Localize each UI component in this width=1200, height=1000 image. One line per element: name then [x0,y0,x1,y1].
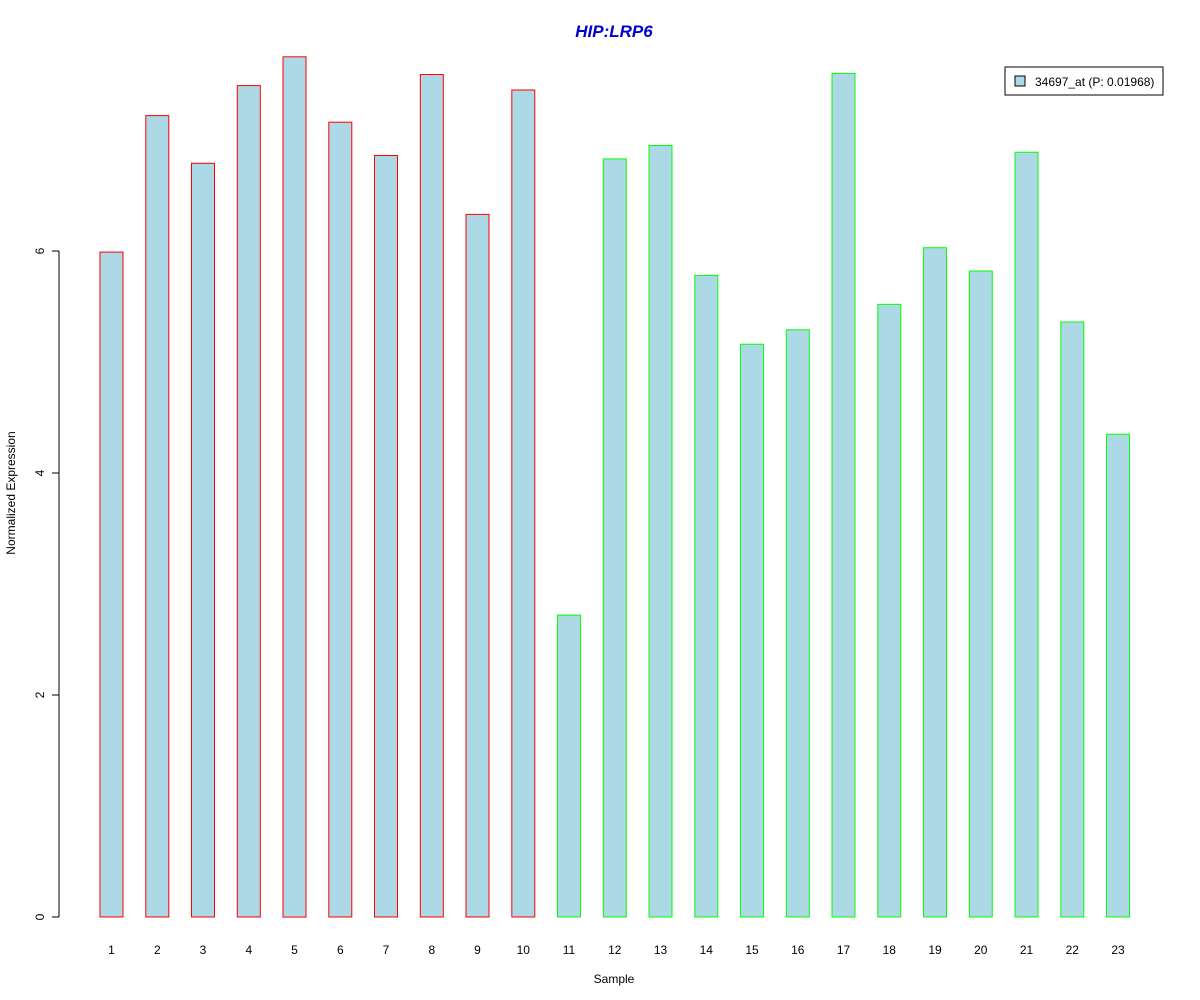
bar-sample-23 [1106,433,1130,918]
bar-sample-2 [145,115,170,918]
x-tick-labels: 1 2 3 4 5 6 7 8 9 10 11 12 13 14 15 16 17 18 19 20 21 22 23 [108,943,1125,957]
x-tick-label: 2 [154,943,161,957]
x-tick-label: 9 [474,943,481,957]
x-tick-label: 14 [700,943,714,957]
x-tick-label: 6 [337,943,344,957]
x-tick-label: 19 [928,943,942,957]
bar-sample-21 [1014,151,1039,918]
bar-sample-16 [785,329,810,918]
bar-sample-1 [99,251,124,918]
bar-sample-18 [877,303,902,918]
bar-sample-14 [694,274,719,918]
bar-sample-13 [648,145,673,918]
x-tick-label: 15 [745,943,759,957]
x-tick-label: 18 [883,943,897,957]
x-tick-label: 23 [1111,943,1125,957]
bars [99,56,1130,918]
legend-box [1004,66,1164,96]
bar-sample-11 [557,614,581,918]
y-ticks: 0 2 4 6 [33,247,59,920]
y-tick-label: 4 [33,469,47,476]
bar-sample-12 [602,158,627,918]
x-tick-label: 7 [383,943,390,957]
bar-sample-22 [1060,321,1085,918]
x-tick-label: 11 [563,943,576,957]
x-tick-label: 21 [1020,943,1034,957]
legend-label: 34697_at (P: 0.01968) [1035,75,1154,89]
bar-sample-15 [740,343,764,918]
x-tick-label: 10 [517,943,531,957]
x-axis-label: Sample [594,972,635,986]
y-tick-label: 6 [33,247,47,254]
bar-sample-10 [511,89,536,918]
legend: 34697_at (P: 0.01968) [1004,66,1164,96]
chart-title: HIP:LRP6 [575,22,653,41]
x-tick-label: 8 [428,943,435,957]
x-tick-label: 22 [1066,943,1080,957]
bar-sample-9 [465,213,490,918]
bar-sample-8 [419,74,444,918]
x-tick-label: 17 [837,943,851,957]
bar-sample-3 [191,162,215,918]
y-tick-label: 0 [33,913,47,920]
bar-sample-19 [923,247,947,918]
bar-sample-17 [831,72,856,918]
legend-swatch [1014,75,1026,87]
x-tick-label: 13 [654,943,668,957]
bar-sample-4 [236,85,261,918]
y-tick-label: 2 [33,691,47,698]
x-tick-label: 3 [200,943,207,957]
bar-sample-7 [374,155,398,918]
x-tick-label: 1 [108,943,115,957]
x-tick-label: 16 [791,943,805,957]
x-tick-label: 5 [291,943,298,957]
bar-sample-5 [282,56,307,918]
x-tick-label: 20 [974,943,988,957]
bar-sample-6 [328,121,353,918]
x-tick-label: 12 [608,943,622,957]
bar-sample-20 [968,270,993,918]
y-axis-label: Normalized Expression [4,431,18,554]
x-tick-label: 4 [245,943,252,957]
